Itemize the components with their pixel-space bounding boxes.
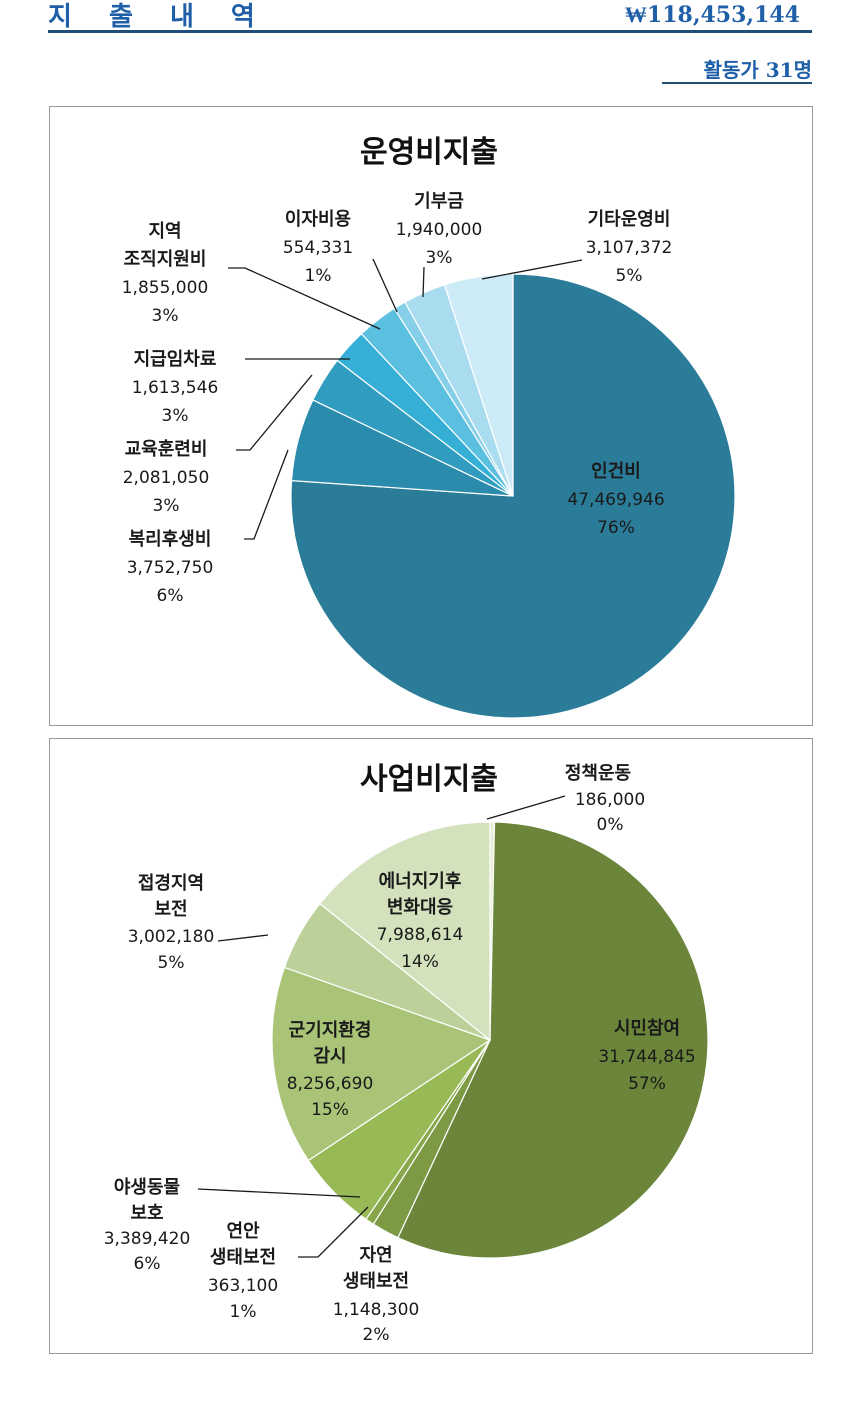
slice-label-value: 554,331: [283, 238, 353, 258]
slice-label-percent: 3%: [426, 248, 453, 268]
slice-label-value: 186,000: [575, 790, 645, 810]
slice-label-value: 3,752,750: [127, 558, 214, 578]
slice-label-value: 1,613,546: [132, 378, 219, 398]
slice-label-name: 시민참여: [614, 1018, 680, 1039]
slice-label-name-line1: 접경지역: [138, 873, 204, 894]
leader-line: [486, 795, 566, 820]
slice-label-value: 7,988,614: [377, 925, 464, 945]
project-expense-chart-panel: 사업비지출 정책운동 186,000 0% 시민참여 31,744,845 57…: [49, 738, 813, 1354]
slice-label-percent: 0%: [597, 815, 624, 835]
slice-label-percent: 2%: [363, 1325, 390, 1345]
operating-expense-chart-panel: 운영비지출 인건비 47,469,946 76% 복리후생비 3,752,750…: [49, 106, 813, 726]
leader-line: [298, 1206, 369, 1258]
slice-label-name-line1: 지역: [148, 221, 181, 242]
slice-label-percent: 6%: [134, 1254, 161, 1274]
slice-label-name-line1: 군기지환경: [289, 1019, 372, 1041]
slice-label-name: 기타운영비: [588, 209, 671, 230]
slice-label-value: 47,469,946: [567, 490, 664, 510]
slice-label-name: 정책운동: [565, 763, 631, 784]
slice-label-percent: 15%: [311, 1100, 349, 1120]
pie-slices: [271, 821, 709, 1259]
pie-slice: [271, 966, 492, 1162]
slice-label-value: 363,100: [208, 1276, 278, 1296]
slice-label-name: 교육훈련비: [125, 438, 208, 460]
slice-label-name: 이자비용: [285, 209, 351, 230]
slice-label-name-line2: 생태보전: [343, 1271, 409, 1292]
slice-label-value: 31,744,845: [598, 1047, 695, 1067]
operating-expense-chart: 운영비지출 인건비 47,469,946 76% 복리후생비 3,752,750…: [122, 135, 736, 719]
pie-slice: [290, 273, 736, 719]
activists-count: 활동가 31명: [703, 58, 812, 82]
total-amount: ₩118,453,144: [624, 2, 800, 28]
slice-label-value: 1,855,000: [122, 278, 209, 298]
slice-label-name-line1: 연안: [226, 1221, 260, 1242]
leader-line: [422, 266, 425, 298]
page-title: 지 출 내 역: [48, 2, 269, 32]
slice-label-percent: 3%: [153, 496, 180, 516]
leader-line: [244, 449, 289, 540]
slice-label-name-line2: 보전: [154, 899, 187, 920]
slice-label-percent: 5%: [158, 953, 185, 973]
slice-label-value: 2,081,050: [123, 468, 210, 488]
slice-label-name-line2: 변화대응: [387, 897, 453, 918]
leader-line: [481, 259, 583, 280]
project-expense-chart: 사업비지출 정책운동 186,000 0% 시민참여 31,744,845 57…: [104, 762, 709, 1345]
slice-label-percent: 5%: [616, 266, 643, 286]
slice-label-value: 1,148,300: [333, 1300, 420, 1320]
slice-label-percent: 57%: [628, 1074, 666, 1094]
chart-title: 운영비지출: [360, 135, 498, 170]
slice-label-name-line2: 조직지원비: [124, 249, 207, 270]
slice-label-name-line1: 에너지기후: [379, 871, 462, 892]
slice-label-percent: 6%: [157, 586, 184, 606]
slice-label-percent: 1%: [230, 1302, 257, 1322]
slice-label-name-line2: 감시: [313, 1046, 346, 1067]
slice-label-name-line2: 보호: [130, 1203, 163, 1224]
pie-slice: [443, 273, 514, 497]
slice-label-name: 복리후생비: [129, 529, 212, 550]
leader-line: [372, 258, 398, 313]
leader-line: [217, 934, 269, 942]
slice-label-percent: 3%: [152, 306, 179, 326]
leader-line: [197, 1188, 361, 1198]
pie-slice: [397, 821, 709, 1259]
slice-label-value: 1,940,000: [396, 220, 483, 240]
slice-label-name-line2: 생태보전: [210, 1247, 276, 1268]
slice-label-percent: 76%: [597, 518, 635, 538]
slice-label-value: 3,389,420: [104, 1229, 191, 1249]
slice-label-value: 3,107,372: [586, 238, 673, 258]
pie-slices: [290, 273, 736, 719]
slice-label-percent: 1%: [305, 266, 332, 286]
slice-label-percent: 14%: [401, 952, 439, 972]
slice-label-value: 8,256,690: [287, 1074, 374, 1094]
slice-label-name-line1: 야생동물: [114, 1177, 180, 1198]
slice-label-value: 3,002,180: [128, 927, 215, 947]
slice-label-name: 기부금: [414, 191, 464, 212]
slice-label-name-line1: 자연: [359, 1245, 392, 1266]
chart-title: 사업비지출: [360, 762, 498, 797]
activists-bar: 활동가 31명: [662, 54, 812, 84]
pie-slice: [319, 821, 491, 1042]
leader-line: [236, 374, 313, 451]
slice-label-name: 지급임차료: [134, 349, 217, 370]
slice-label-percent: 3%: [162, 406, 189, 426]
header-bar: 지 출 내 역 ₩118,453,144: [48, 0, 812, 33]
slice-label-name: 인건비: [591, 461, 641, 482]
leader-line: [228, 267, 381, 330]
